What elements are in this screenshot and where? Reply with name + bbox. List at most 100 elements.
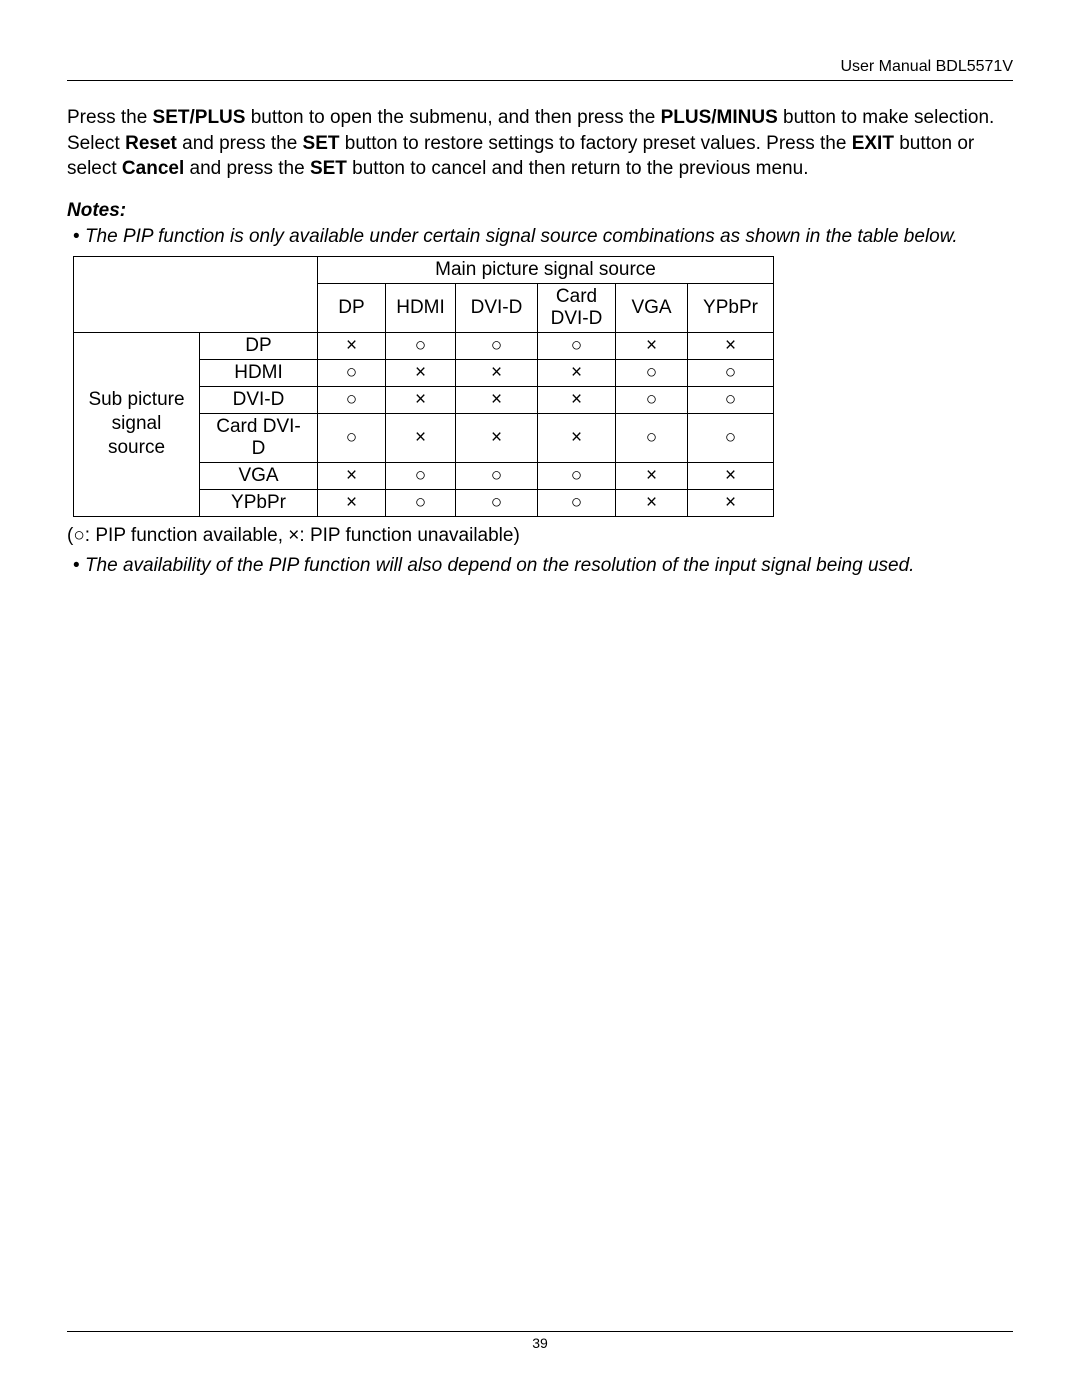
- row-header: DP: [200, 332, 318, 359]
- table-cell: ×: [318, 462, 386, 489]
- table-cell: ○: [386, 489, 456, 516]
- table-cell: ○: [688, 359, 774, 386]
- text-run: and press the: [177, 133, 303, 154]
- header-title: User Manual BDL5571V: [840, 58, 1013, 75]
- table-cell: ×: [456, 386, 538, 413]
- table-cell: ×: [538, 413, 616, 462]
- table-cell: ×: [538, 386, 616, 413]
- text-run: button to restore settings to factory pr…: [340, 133, 852, 154]
- column-header: DP: [318, 283, 386, 332]
- text-run: and press the: [184, 158, 310, 179]
- bold-text: PLUS/MINUS: [661, 107, 778, 128]
- table-cell: ×: [688, 489, 774, 516]
- text-run: Press the: [67, 107, 153, 128]
- text-run: button to cancel and then return to the …: [347, 158, 809, 179]
- row-header: Card DVI-D: [200, 413, 318, 462]
- page-header: User Manual BDL5571V: [67, 58, 1013, 81]
- cross-icon: ×: [415, 427, 426, 448]
- table-cell: ×: [688, 332, 774, 359]
- bold-text: Reset: [125, 133, 177, 154]
- table-cell: ○: [318, 359, 386, 386]
- row-group-header: Sub picturesignalsource: [74, 332, 200, 516]
- cross-icon: ×: [491, 389, 502, 410]
- table-cell: ○: [318, 413, 386, 462]
- table-cell: ○: [616, 359, 688, 386]
- circle-icon: ○: [725, 427, 736, 448]
- table-cell: ○: [688, 413, 774, 462]
- row-header: HDMI: [200, 359, 318, 386]
- circle-icon: ○: [571, 335, 582, 356]
- cross-icon: ×: [571, 389, 582, 410]
- cross-icon: ×: [346, 335, 357, 356]
- table-cell: ×: [318, 332, 386, 359]
- cross-icon: ×: [725, 465, 736, 486]
- cross-icon: ×: [415, 389, 426, 410]
- table-cell: ×: [616, 332, 688, 359]
- column-header: YPbPr: [688, 283, 774, 332]
- page-number: 39: [532, 1335, 548, 1351]
- cross-icon: ×: [646, 492, 657, 513]
- notes-heading: Notes:: [67, 200, 1013, 222]
- table-cell: ○: [538, 489, 616, 516]
- circle-icon: ○: [646, 427, 657, 448]
- row-header: YPbPr: [200, 489, 318, 516]
- table-cell: ×: [616, 462, 688, 489]
- circle-icon: ○: [571, 465, 582, 486]
- pip-compatibility-table: Main picture signal sourceDPHDMIDVI-DCar…: [73, 256, 774, 517]
- table-cell: ○: [318, 386, 386, 413]
- circle-icon: ○: [571, 492, 582, 513]
- cross-icon: ×: [646, 465, 657, 486]
- circle-icon: ○: [725, 389, 736, 410]
- table-cell: ○: [616, 413, 688, 462]
- bold-text: SET/PLUS: [153, 107, 246, 128]
- cross-icon: ×: [491, 427, 502, 448]
- cross-icon: ×: [415, 362, 426, 383]
- circle-icon: ○: [725, 362, 736, 383]
- column-header: CardDVI-D: [538, 283, 616, 332]
- bold-text: SET: [310, 158, 347, 179]
- circle-icon: ○: [646, 389, 657, 410]
- page: User Manual BDL5571V Press the SET/PLUS …: [0, 0, 1080, 1397]
- column-header: VGA: [616, 283, 688, 332]
- cross-icon: ×: [491, 362, 502, 383]
- circle-icon: ○: [491, 335, 502, 356]
- circle-icon: ○: [346, 389, 357, 410]
- circle-icon: ○: [646, 362, 657, 383]
- circle-icon: ○: [415, 492, 426, 513]
- cross-icon: ×: [646, 335, 657, 356]
- table-cell: ○: [688, 386, 774, 413]
- table-cell: ×: [386, 359, 456, 386]
- cross-icon: ×: [346, 492, 357, 513]
- note-bullet-1: The PIP function is only available under…: [67, 224, 1013, 250]
- row-header: VGA: [200, 462, 318, 489]
- table-cell: ×: [688, 462, 774, 489]
- bold-text: SET: [303, 133, 340, 154]
- table-cell: ×: [456, 413, 538, 462]
- row-header: DVI-D: [200, 386, 318, 413]
- cross-icon: ×: [725, 335, 736, 356]
- circle-icon: ○: [415, 465, 426, 486]
- table-cell: ○: [386, 462, 456, 489]
- note-bullet-2: The availability of the PIP function wil…: [67, 553, 1013, 579]
- text-run: button to open the submenu, and then pre…: [245, 107, 660, 128]
- cross-icon: ×: [725, 492, 736, 513]
- table-cell: ×: [538, 359, 616, 386]
- cross-icon: ×: [571, 427, 582, 448]
- table-corner: [74, 256, 318, 332]
- cross-icon: ×: [346, 465, 357, 486]
- bold-text: Cancel: [122, 158, 184, 179]
- circle-icon: ○: [491, 492, 502, 513]
- circle-icon: ○: [346, 362, 357, 383]
- table-cell: ○: [538, 332, 616, 359]
- column-header: HDMI: [386, 283, 456, 332]
- table-cell: ○: [386, 332, 456, 359]
- table-cell: ×: [318, 489, 386, 516]
- main-header: Main picture signal source: [318, 256, 774, 283]
- bold-text: EXIT: [852, 133, 894, 154]
- table-cell: ○: [456, 462, 538, 489]
- column-header: DVI-D: [456, 283, 538, 332]
- table-legend: (○: PIP function available, ×: PIP funct…: [67, 525, 1013, 547]
- table-cell: ×: [456, 359, 538, 386]
- table-cell: ○: [616, 386, 688, 413]
- circle-icon: ○: [415, 335, 426, 356]
